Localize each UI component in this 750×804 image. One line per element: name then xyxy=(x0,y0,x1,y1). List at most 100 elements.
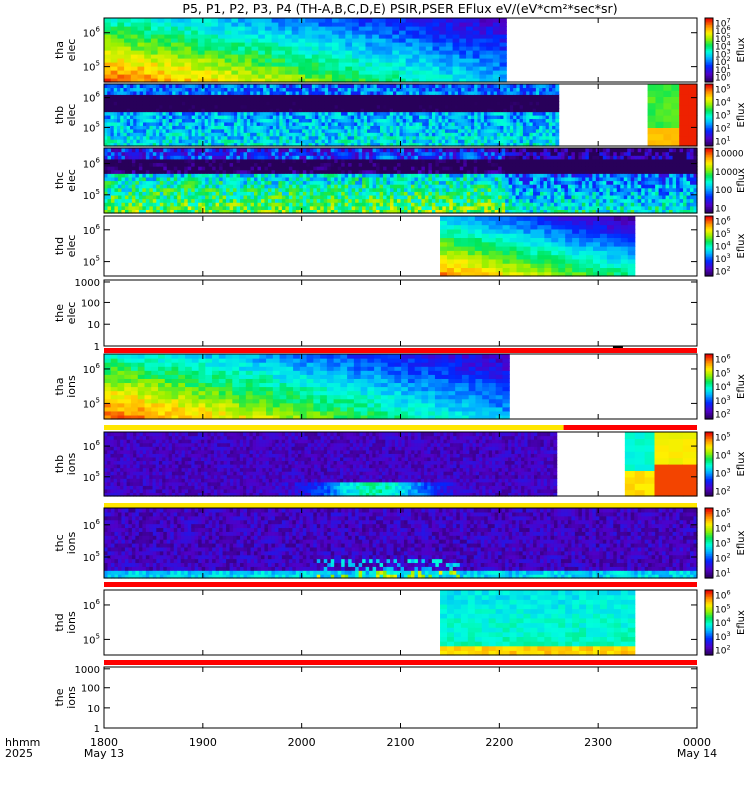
spectrogram-cell xyxy=(272,42,279,47)
spectrogram-cell xyxy=(419,34,426,39)
spectrogram-cell xyxy=(289,159,293,163)
spectrogram-cell xyxy=(339,62,346,67)
spectrogram-cell xyxy=(285,206,289,210)
spectrogram-cell xyxy=(317,162,321,166)
spectrogram-cell xyxy=(138,46,145,51)
spectrogram-cell xyxy=(149,173,153,177)
spectrogram-cell xyxy=(184,181,188,185)
spectrogram-cell xyxy=(319,70,326,75)
spectrogram-cell xyxy=(305,22,312,27)
spectrogram-cell xyxy=(479,74,486,79)
spectrogram-cell xyxy=(139,206,143,210)
spectrogram-cell xyxy=(158,70,165,75)
spectrogram-cell xyxy=(352,74,359,79)
spectrogram-cell xyxy=(479,54,486,59)
spectrogram-cell xyxy=(195,206,199,210)
spectrogram-cell xyxy=(325,66,332,71)
spectrogram-cell xyxy=(171,42,178,47)
spectrogram-cell xyxy=(184,38,191,43)
spectrogram-cell xyxy=(191,199,195,203)
spectrogram-cell xyxy=(184,26,191,31)
spectrogram-cell xyxy=(132,184,136,188)
spectrogram-cell xyxy=(459,34,466,39)
spectrogram-cell xyxy=(453,50,460,55)
spectrogram-cell xyxy=(131,46,138,51)
spectrogram-cell xyxy=(111,74,118,79)
spectrogram-cell xyxy=(399,58,406,63)
spectrogram-cell xyxy=(211,34,218,39)
spectrogram-cell xyxy=(138,34,145,39)
spectrogram-cell xyxy=(372,74,379,79)
spectrogram-cell xyxy=(292,166,296,170)
spectrogram-cell xyxy=(426,30,433,35)
spectrogram-cell xyxy=(339,18,346,23)
spectrogram-cell xyxy=(156,155,160,159)
spectrogram-cell xyxy=(679,94,688,105)
spectrogram-cell xyxy=(473,46,480,51)
spectrogram-cell xyxy=(104,170,108,174)
spectrogram-cell xyxy=(257,184,261,188)
spectrogram-cell xyxy=(198,22,205,27)
spectrogram-cell xyxy=(310,177,314,181)
spectrogram-cell xyxy=(327,206,331,210)
spectrogram-cell xyxy=(285,166,289,170)
spectrogram-cell xyxy=(121,152,125,156)
colorbar-tick-label: 105 xyxy=(715,83,731,96)
spectrogram-cell xyxy=(493,30,500,35)
spectrogram-cell xyxy=(245,18,252,23)
spectrogram-cell xyxy=(412,66,419,71)
spectrogram-cell xyxy=(104,38,111,43)
spectrogram-cell xyxy=(114,206,118,210)
spectrogram-cell xyxy=(198,62,205,67)
spectrogram-cell xyxy=(124,46,131,51)
spectrogram-cell xyxy=(118,181,122,185)
spectrogram-cell xyxy=(237,206,241,210)
spectrogram-cell xyxy=(325,22,332,27)
spectrogram-cell xyxy=(124,34,131,39)
spectrogram-cell xyxy=(164,30,171,35)
spectrogram-cell xyxy=(225,22,232,27)
spectrogram-cell xyxy=(275,199,279,203)
spectrogram-cell xyxy=(211,70,218,75)
spectrogram-cell xyxy=(251,18,258,23)
spectrogram-cell xyxy=(216,184,220,188)
spectrogram-cell xyxy=(171,26,178,31)
colorbar-tick-label: 102 xyxy=(715,122,731,135)
spectrogram-cell xyxy=(163,173,167,177)
spectrogram-cell xyxy=(278,148,282,152)
spectrogram-cell xyxy=(345,152,349,156)
spectrogram-cell xyxy=(372,46,379,51)
spectrogram-cell xyxy=(251,188,255,192)
spectrogram-cell xyxy=(433,70,440,75)
spectrogram-cell xyxy=(345,191,349,195)
spectrogram-cell xyxy=(412,42,419,47)
spectrogram-cell xyxy=(233,188,237,192)
spectrogram-cell xyxy=(156,159,160,163)
spectrogram-cell xyxy=(433,54,440,59)
spectrogram-cell xyxy=(412,26,419,31)
spectrogram-cell xyxy=(218,42,225,47)
spectrogram-cell xyxy=(237,155,241,159)
spectrogram-cell xyxy=(124,30,131,35)
spectrogram-cell xyxy=(345,166,349,170)
spectrogram-cell xyxy=(114,159,118,163)
spectrogram-cell xyxy=(138,30,145,35)
spectrogram-cell xyxy=(555,112,559,116)
spectrogram-cell xyxy=(285,162,289,166)
spectrogram-cell xyxy=(163,184,167,188)
spectrogram-cell xyxy=(372,62,379,67)
spectrogram-cell xyxy=(160,191,164,195)
spectrogram-cell xyxy=(144,46,151,51)
spectrogram-cell xyxy=(341,184,345,188)
spectrogram-cell xyxy=(205,62,212,67)
spectrogram-cell xyxy=(231,22,238,27)
spectrogram-cell xyxy=(500,42,507,47)
spectrogram-cell xyxy=(205,42,212,47)
spectrogram-cell xyxy=(149,152,153,156)
spectrogram-cell xyxy=(392,50,399,55)
spectrogram-cell xyxy=(433,74,440,79)
spectrogram-cell xyxy=(114,152,118,156)
spectrogram-cell xyxy=(271,177,275,181)
spectrogram-cell xyxy=(191,54,198,59)
spectrogram-cell xyxy=(426,70,433,75)
